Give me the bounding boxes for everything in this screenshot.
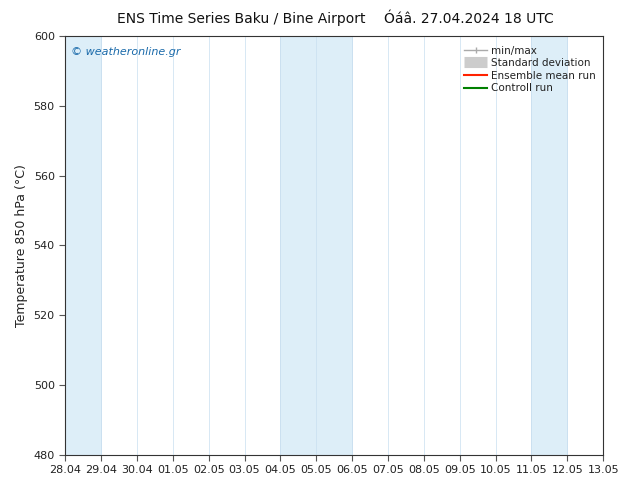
Text: © weatheronline.gr: © weatheronline.gr: [70, 47, 180, 57]
Legend: min/max, Standard deviation, Ensemble mean run, Controll run: min/max, Standard deviation, Ensemble me…: [462, 44, 598, 96]
Bar: [280, 36, 352, 455]
Text: Óáâ. 27.04.2024 18 UTC: Óáâ. 27.04.2024 18 UTC: [384, 12, 554, 26]
Text: ENS Time Series Baku / Bine Airport: ENS Time Series Baku / Bine Airport: [117, 12, 365, 26]
Y-axis label: Temperature 850 hPa (°C): Temperature 850 hPa (°C): [15, 164, 28, 327]
Bar: [65, 36, 101, 455]
Bar: [531, 36, 567, 455]
